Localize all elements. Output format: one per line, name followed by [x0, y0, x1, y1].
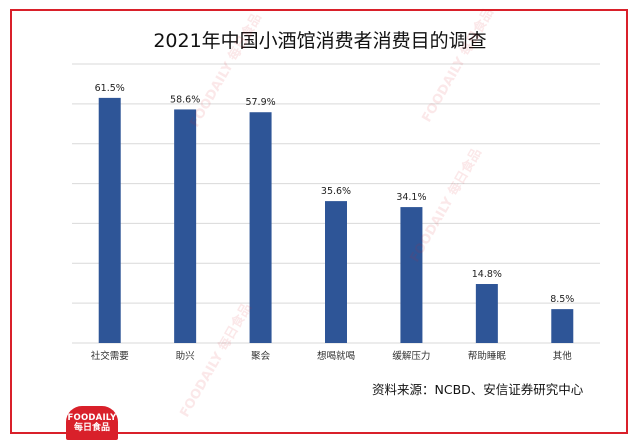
bar-1: [98, 97, 121, 343]
bar-4: [325, 201, 347, 343]
value-label-3: 57.9%: [245, 97, 275, 108]
logo-text-en: FOODAILY: [67, 413, 117, 423]
category-label-7: 其他: [553, 350, 573, 362]
category-label-2: 助兴: [176, 350, 195, 362]
chart-title: 2021年中国小酒馆消费者消费目的调查: [153, 30, 487, 52]
category-label-4: 想喝就喝: [317, 350, 355, 362]
value-label-5: 34.1%: [396, 192, 426, 203]
value-label-6: 14.8%: [472, 269, 502, 280]
bar-6: [475, 284, 498, 343]
bar-5: [400, 207, 423, 343]
bar-2: [174, 109, 197, 344]
category-label-3: 聚会: [251, 350, 271, 362]
category-label-6: 帮助睡眠: [468, 350, 507, 362]
bar-3: [249, 112, 272, 343]
category-label-5: 缓解压力: [392, 350, 430, 362]
value-label-4: 35.6%: [321, 186, 351, 197]
value-label-7: 8.5%: [550, 294, 574, 305]
logo-text-cn: 每日食品: [73, 423, 110, 433]
source-note: 资料来源：NCBD、安信证券研究中心: [372, 382, 584, 397]
value-label-1: 61.5%: [95, 83, 125, 94]
category-label-1: 社交需要: [91, 350, 129, 362]
foodaily-logo: FOODAILY 每日食品: [66, 406, 118, 440]
bar-7: [551, 309, 574, 343]
value-label-2: 58.6%: [170, 94, 200, 105]
